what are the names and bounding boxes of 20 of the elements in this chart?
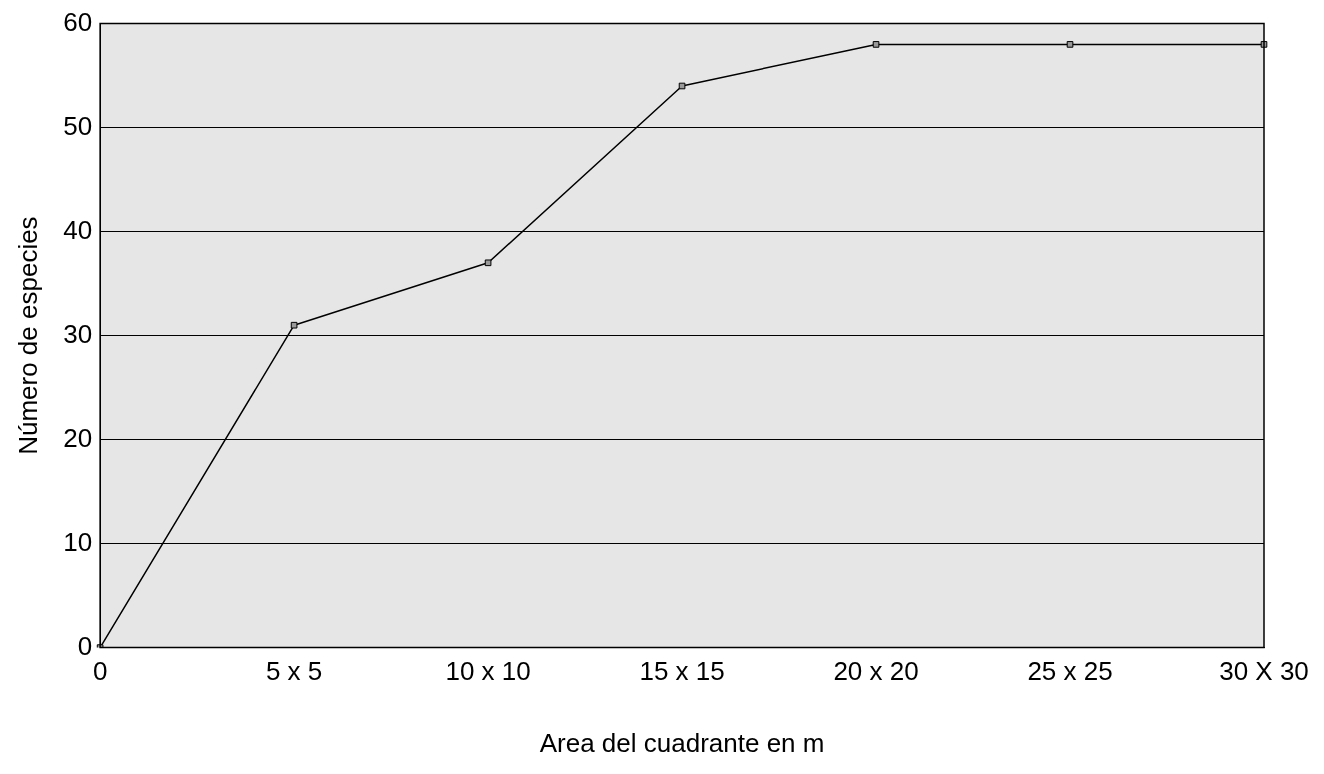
x-axis-title: Area del cuadrante en m [539,727,825,758]
y-tick-label: 60 [63,6,93,37]
y-tick-label: 50 [63,110,93,141]
point [872,41,880,48]
x-tick-label: 5 x 5 [265,656,323,687]
point [1066,41,1074,48]
point [484,259,492,267]
point [290,321,298,329]
y-tick-label: 20 [63,422,93,453]
x-tick-label: 10 x 10 [445,656,531,687]
y-tick-label: 10 [63,526,93,557]
x-tick-label: 25 x 25 [1027,656,1113,687]
y-tick-label: 40 [63,214,93,245]
y-tick-label: 0 [77,630,93,661]
x-tick-label: 30 X 30 [1219,656,1309,687]
y-tick-label: 30 [63,318,93,349]
x-tick-label: 15 x 15 [639,656,725,687]
x-tick-label: 20 x 20 [833,656,919,687]
point [678,82,686,90]
y-axis-title: Número de especies [12,216,43,455]
